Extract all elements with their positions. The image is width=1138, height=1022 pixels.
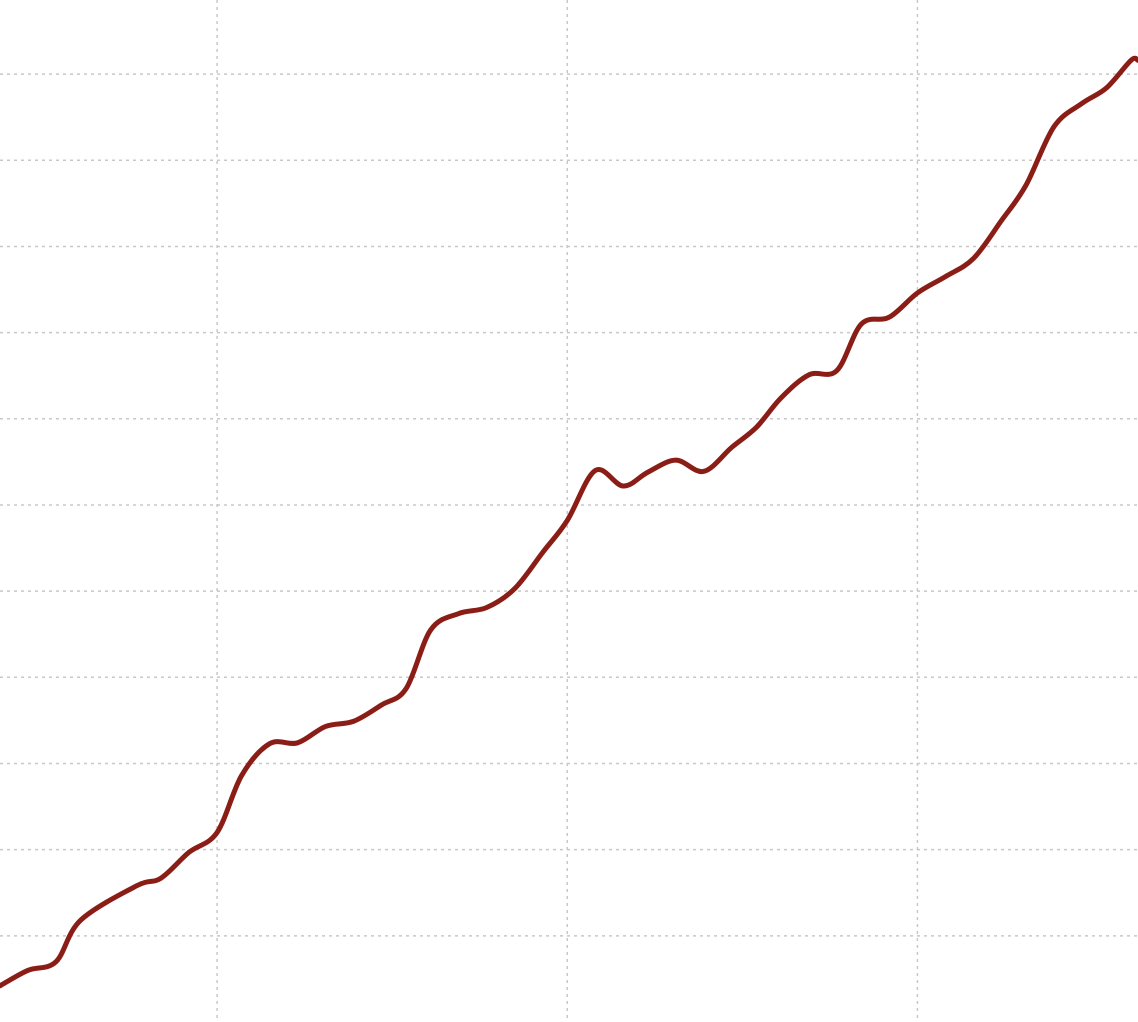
series-line bbox=[0, 55, 1138, 989]
series-layer bbox=[0, 55, 1138, 989]
